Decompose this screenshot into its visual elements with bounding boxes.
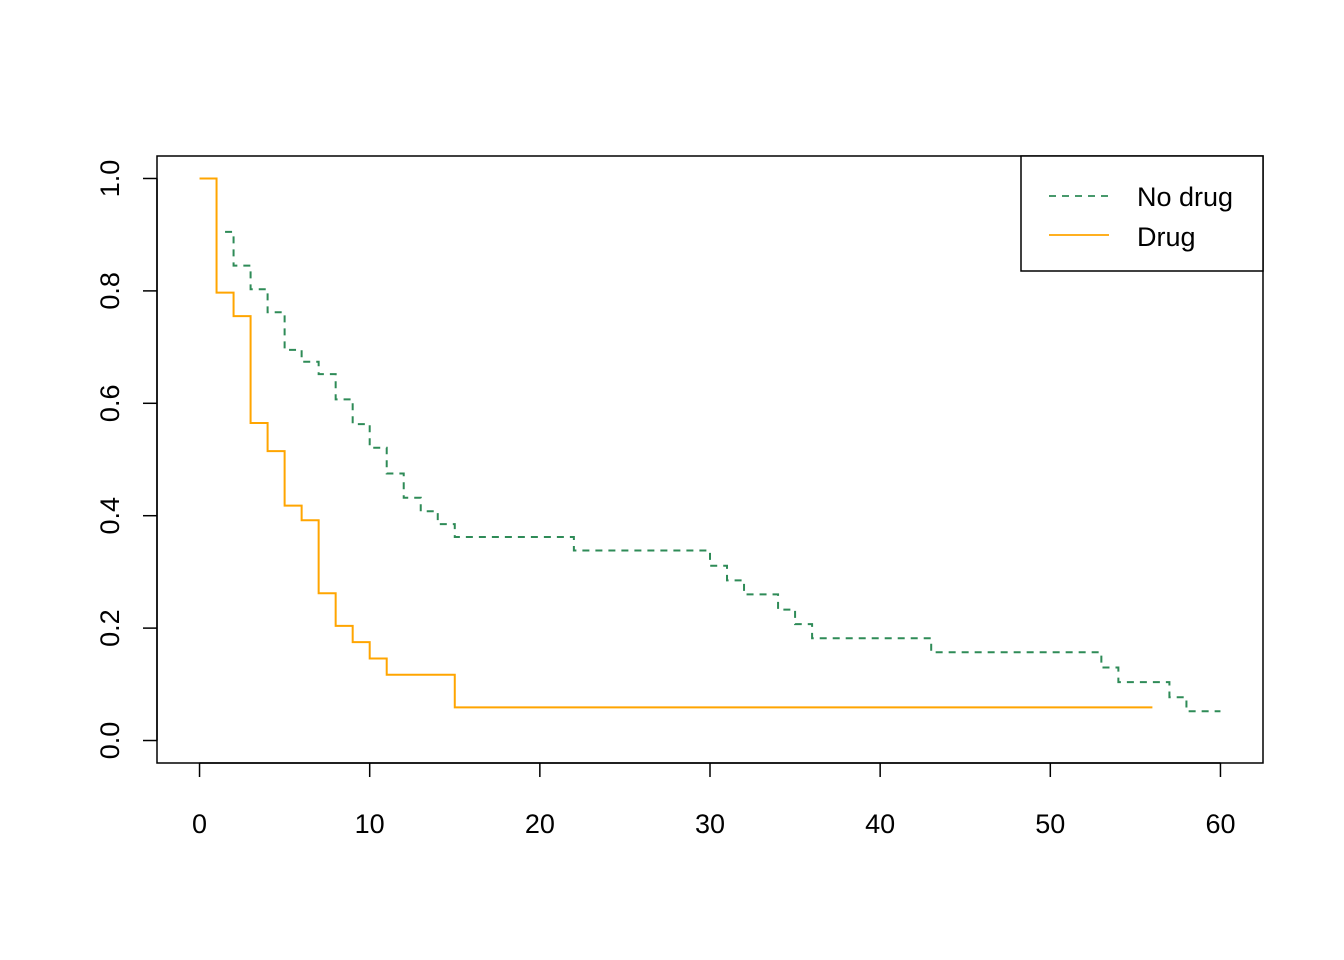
x-tick-label: 10 <box>355 809 385 839</box>
y-tick-label: 0.8 <box>95 272 125 310</box>
x-tick-label: 40 <box>865 809 895 839</box>
legend-box <box>1020 155 1264 272</box>
x-axis: 0 10 20 30 40 50 60 <box>192 762 1235 839</box>
x-tick-label: 50 <box>1035 809 1065 839</box>
y-tick-label: 0.4 <box>95 497 125 535</box>
legend-label-drug: Drug <box>1137 222 1196 252</box>
y-tick-label: 0.2 <box>95 609 125 647</box>
x-tick-label: 60 <box>1205 809 1235 839</box>
x-tick-label: 20 <box>525 809 555 839</box>
series-no-drug-line <box>225 230 1221 713</box>
x-tick-label: 0 <box>192 809 207 839</box>
series-layer <box>199 177 1221 713</box>
y-axis: 0.0 0.2 0.4 0.6 0.8 1.0 <box>95 160 158 760</box>
y-tick-label: 0.0 <box>95 722 125 760</box>
legend-label-no-drug: No drug <box>1137 182 1233 212</box>
y-tick-label: 0.6 <box>95 385 125 423</box>
x-tick-label: 30 <box>695 809 725 839</box>
y-tick-label: 1.0 <box>95 160 125 198</box>
legend: No drug Drug <box>1020 155 1264 272</box>
series-drug-line <box>199 177 1153 709</box>
